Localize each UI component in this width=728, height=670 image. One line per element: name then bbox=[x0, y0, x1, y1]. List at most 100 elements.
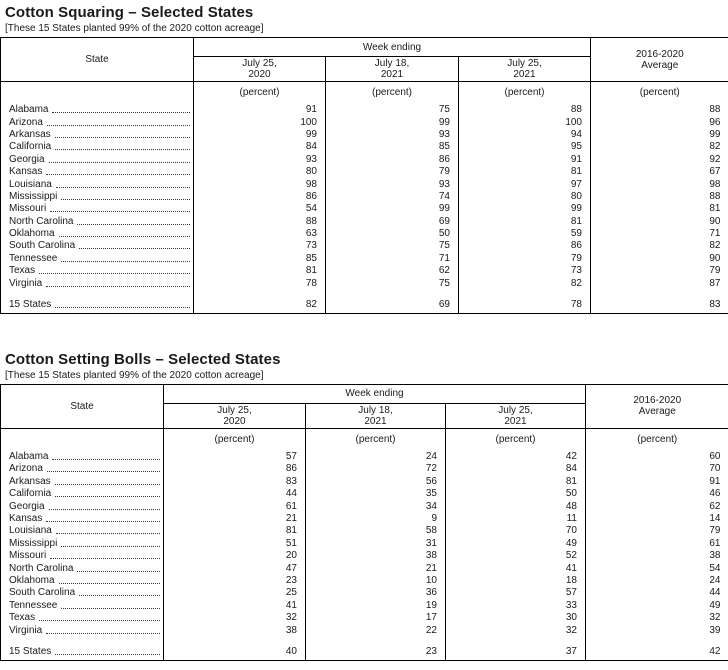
state-cell: 15 States bbox=[1, 299, 194, 313]
value-cell: 50 bbox=[446, 488, 586, 500]
table-row: Texas 81 62 73 79 bbox=[1, 265, 728, 277]
value-cell: 69 bbox=[326, 215, 459, 227]
leader-dots bbox=[77, 571, 160, 572]
table-row: Missouri 20 38 52 38 bbox=[1, 549, 728, 561]
cotton-squaring-table: State Week ending 2016-2020 Average July… bbox=[0, 37, 728, 314]
leader-dots bbox=[55, 307, 190, 308]
table-row: Georgia 61 34 48 62 bbox=[1, 500, 728, 512]
total-label: 15 States bbox=[9, 299, 51, 310]
value-cell: 91 bbox=[586, 475, 728, 487]
table-row: Arizona 86 72 84 70 bbox=[1, 463, 728, 475]
table-row: Mississippi 51 31 49 61 bbox=[1, 537, 728, 549]
value-cell: 50 bbox=[326, 227, 459, 239]
state-name: Kansas bbox=[9, 513, 42, 524]
leader-dots bbox=[79, 595, 160, 596]
value-cell: 79 bbox=[591, 265, 728, 277]
value-cell: 78 bbox=[459, 299, 591, 313]
average-column-header: 2016-2020 Average bbox=[591, 38, 728, 82]
value-cell: 44 bbox=[164, 488, 306, 500]
state-name: South Carolina bbox=[9, 240, 75, 251]
value-cell: 86 bbox=[326, 153, 459, 165]
state-cell: South Carolina bbox=[1, 587, 164, 599]
table-row: Louisiana 98 93 97 98 bbox=[1, 178, 728, 190]
value-cell: 75 bbox=[326, 277, 459, 289]
value-cell: 57 bbox=[446, 587, 586, 599]
value-cell: 80 bbox=[194, 165, 326, 177]
leader-dots bbox=[39, 273, 190, 274]
state-name: Mississippi bbox=[9, 538, 57, 549]
leader-dots bbox=[50, 558, 160, 559]
value-cell: 71 bbox=[591, 227, 728, 239]
unit-label: (percent) bbox=[306, 428, 446, 450]
state-cell: Kansas bbox=[1, 165, 194, 177]
leader-dots bbox=[47, 125, 190, 126]
table-row: California 84 85 95 82 bbox=[1, 141, 728, 153]
value-cell: 54 bbox=[586, 562, 728, 574]
table-row: South Carolina 25 36 57 44 bbox=[1, 587, 728, 599]
unit-label: (percent) bbox=[459, 82, 591, 104]
value-cell: 95 bbox=[459, 141, 591, 153]
value-cell: 49 bbox=[446, 537, 586, 549]
value-cell: 92 bbox=[591, 153, 728, 165]
state-name: Virginia bbox=[9, 278, 42, 289]
state-name: Virginia bbox=[9, 625, 42, 636]
unit-label: (percent) bbox=[586, 428, 728, 450]
unit-label: (percent) bbox=[446, 428, 586, 450]
state-name: California bbox=[9, 488, 51, 499]
value-cell: 83 bbox=[591, 299, 728, 313]
value-cell: 23 bbox=[306, 646, 446, 660]
total-row: 15 States 82 69 78 83 bbox=[1, 299, 728, 313]
value-cell: 78 bbox=[194, 277, 326, 289]
value-cell: 38 bbox=[586, 549, 728, 561]
table-row: Tennessee 85 71 79 90 bbox=[1, 252, 728, 264]
table-row: North Carolina 88 69 81 90 bbox=[1, 215, 728, 227]
state-name: North Carolina bbox=[9, 563, 73, 574]
week-ending-header: Week ending bbox=[164, 384, 586, 403]
leader-dots bbox=[46, 174, 190, 175]
table-row: Kansas 21 9 11 14 bbox=[1, 512, 728, 524]
table-row: North Carolina 47 21 41 54 bbox=[1, 562, 728, 574]
value-cell: 30 bbox=[446, 611, 586, 623]
value-cell: 81 bbox=[459, 215, 591, 227]
value-cell: 62 bbox=[586, 500, 728, 512]
table-row: Texas 32 17 30 32 bbox=[1, 611, 728, 623]
state-cell: Arizona bbox=[1, 116, 194, 128]
leader-dots bbox=[46, 286, 190, 287]
state-name: Arkansas bbox=[9, 476, 51, 487]
table-subtitle: [These 15 States planted 99% of the 2020… bbox=[5, 23, 728, 34]
state-name: Louisiana bbox=[9, 179, 52, 190]
value-cell: 88 bbox=[591, 104, 728, 116]
table-title: Cotton Squaring – Selected States bbox=[5, 4, 728, 21]
leader-dots bbox=[61, 261, 190, 262]
value-cell: 38 bbox=[164, 624, 306, 636]
value-cell: 23 bbox=[164, 574, 306, 586]
header-row-week-ending: State Week ending 2016-2020 Average bbox=[1, 384, 728, 403]
value-cell: 14 bbox=[586, 512, 728, 524]
value-cell: 70 bbox=[586, 463, 728, 475]
value-cell: 93 bbox=[194, 153, 326, 165]
value-cell: 99 bbox=[326, 203, 459, 215]
value-cell: 41 bbox=[446, 562, 586, 574]
state-name: Kansas bbox=[9, 166, 42, 177]
table-row: Arkansas 99 93 94 99 bbox=[1, 128, 728, 140]
value-cell: 98 bbox=[591, 178, 728, 190]
week-ending-header: Week ending bbox=[194, 38, 591, 57]
leader-dots bbox=[52, 459, 160, 460]
value-cell: 82 bbox=[591, 141, 728, 153]
state-name: Arizona bbox=[9, 117, 43, 128]
table-row: Mississippi 86 74 80 88 bbox=[1, 190, 728, 202]
state-name: North Carolina bbox=[9, 216, 73, 227]
value-cell: 99 bbox=[459, 203, 591, 215]
value-cell: 18 bbox=[446, 574, 586, 586]
value-cell: 10 bbox=[306, 574, 446, 586]
value-cell: 11 bbox=[446, 512, 586, 524]
unit-row-state-cell bbox=[1, 82, 194, 104]
value-cell: 21 bbox=[164, 512, 306, 524]
value-cell: 93 bbox=[326, 128, 459, 140]
state-cell: Alabama bbox=[1, 104, 194, 116]
value-cell: 52 bbox=[446, 549, 586, 561]
state-cell: Mississippi bbox=[1, 190, 194, 202]
state-cell: Louisiana bbox=[1, 178, 194, 190]
value-cell: 42 bbox=[446, 450, 586, 462]
value-cell: 51 bbox=[164, 537, 306, 549]
